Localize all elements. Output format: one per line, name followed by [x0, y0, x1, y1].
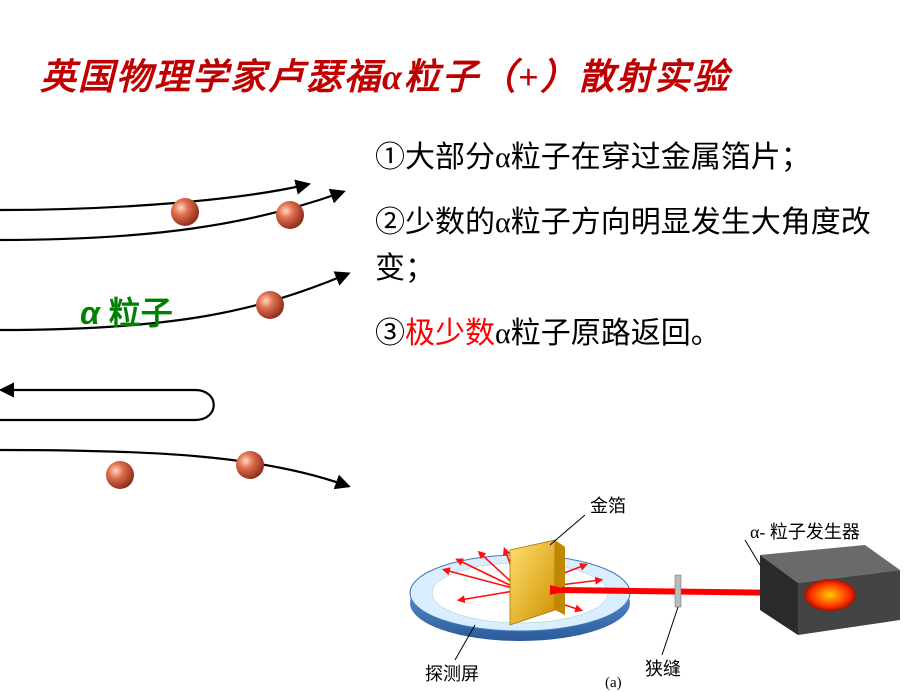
observations-list: ①大部分α粒子在穿过金属箔片； ②少数的α粒子方向明显发生大角度改变； ③极少数… — [375, 135, 895, 375]
page-title: 英国物理学家卢瑟福α粒子（+）散射实验 — [40, 48, 730, 100]
alpha-tracks-diagram — [0, 175, 365, 505]
label-slit: 狭缝 — [645, 655, 681, 681]
track-bounce — [0, 390, 214, 420]
emitter-glow — [804, 579, 856, 611]
bullet-2-text: 少数的α粒子方向明显发生大角度改变； — [375, 206, 871, 286]
title-text: 英国物理学家卢瑟福α粒子（+）散射实验 — [40, 57, 730, 97]
bullet-1-text: 大部分α粒子在穿过金属箔片； — [405, 141, 811, 174]
bullet-3-marker: ③ — [375, 317, 405, 350]
slit — [675, 575, 681, 607]
emitter-box — [760, 545, 900, 635]
particles — [106, 198, 304, 489]
track-5 — [0, 450, 345, 485]
label-fig: (a) — [605, 675, 622, 692]
bullet-2: ②少数的α粒子方向明显发生大角度改变； — [375, 200, 895, 293]
alpha-particle-label: α 粒子 — [80, 288, 173, 334]
label-emitter: α- 粒子发生器 — [750, 518, 860, 544]
label-screen: 探测屏 — [425, 660, 479, 686]
alpha-text: 粒子 — [109, 295, 173, 331]
bullet-1: ①大部分α粒子在穿过金属箔片； — [375, 135, 895, 182]
alpha-symbol: α — [80, 295, 100, 331]
label-foil: 金箔 — [590, 492, 626, 518]
bullet-3-highlight: 极少数 — [405, 317, 495, 350]
track-1 — [0, 185, 305, 210]
bullet-3-text: α粒子原路返回。 — [495, 317, 721, 350]
bullet-3: ③极少数α粒子原路返回。 — [375, 311, 895, 358]
bullet-2-marker: ② — [375, 206, 405, 239]
bullet-1-marker: ① — [375, 141, 405, 174]
